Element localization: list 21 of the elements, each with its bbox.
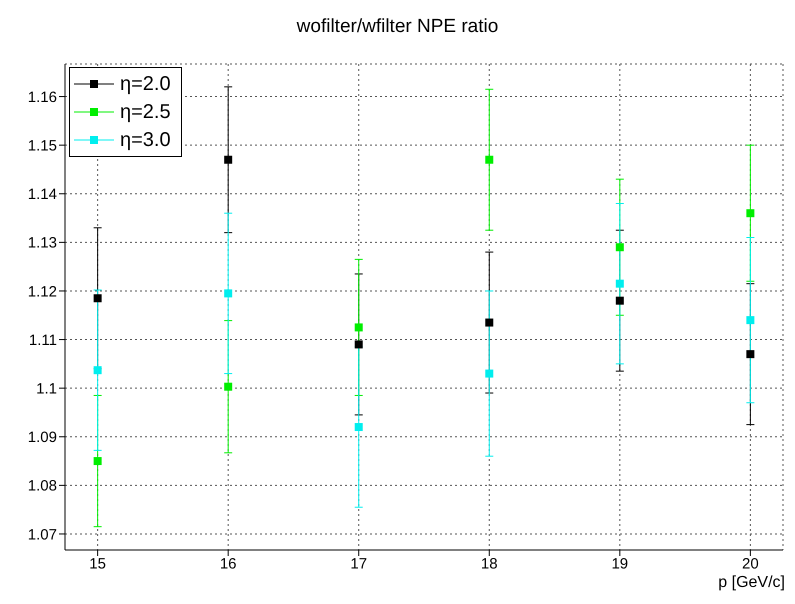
x-tick-label: 16 (220, 556, 237, 573)
y-tick-label: 1.08 (28, 478, 57, 495)
chart-title: wofilter/wfilter NPE ratio (296, 16, 500, 38)
y-tick-label: 1.13 (28, 234, 57, 252)
x-tick-label: 20 (742, 556, 759, 573)
x-tick-label: 19 (611, 556, 628, 573)
x-tick-label: 15 (89, 556, 106, 573)
y-tick-label: 1.16 (28, 88, 57, 106)
y-tick-label: 1.15 (28, 137, 57, 154)
y-tick-label: 1.07 (28, 526, 57, 544)
x-tick-label: 17 (350, 556, 368, 573)
legend-label: η=2.0 (120, 72, 171, 96)
y-tick-label: 1.11 (28, 332, 57, 349)
y-tick-label: 1.12 (28, 283, 57, 300)
legend-label: η=2.5 (120, 100, 171, 124)
y-tick-label: 1.14 (28, 186, 57, 204)
y-tick-label: 1.1 (36, 380, 57, 398)
legend-label: η=3.0 (120, 128, 171, 152)
x-tick-label: 18 (480, 556, 498, 573)
x-axis-title: p [GeV/c] (718, 574, 785, 592)
y-tick-label: 1.09 (28, 429, 57, 446)
